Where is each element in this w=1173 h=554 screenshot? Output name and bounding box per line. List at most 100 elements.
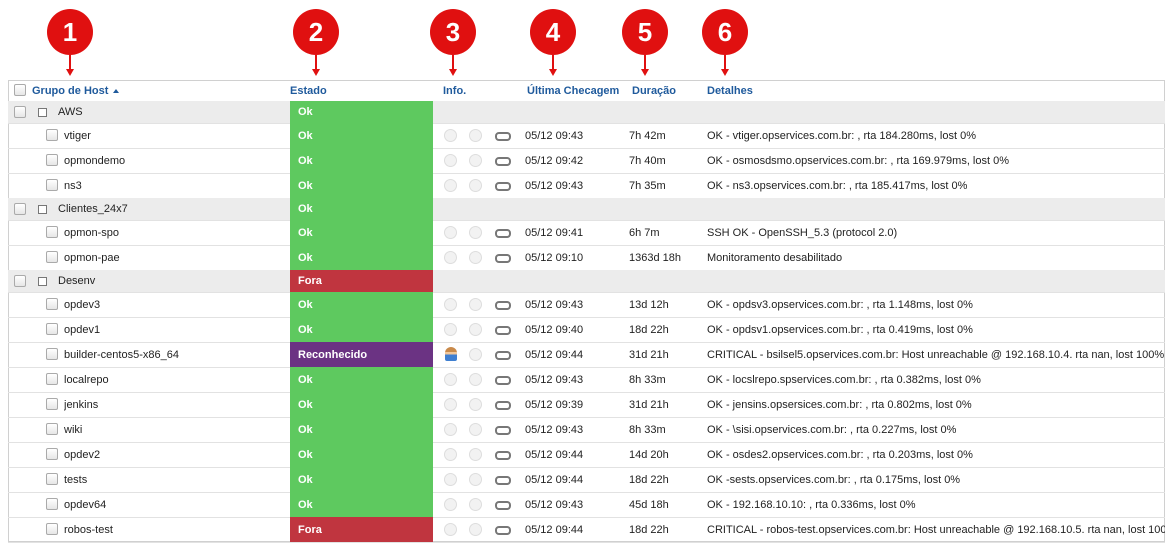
link-icon[interactable]: [495, 376, 511, 385]
host-checkbox[interactable]: [46, 373, 58, 385]
column-header-label[interactable]: Detalhes: [707, 84, 753, 97]
header-row: Grupo de Host Estado Info. Última Checagem D…: [8, 80, 1165, 102]
link-icon[interactable]: [495, 476, 511, 485]
collapse-toggle[interactable]: [38, 108, 47, 117]
link-icon[interactable]: [495, 451, 511, 460]
host-name[interactable]: opmon-pae: [64, 251, 120, 264]
group-checkbox[interactable]: [14, 106, 26, 118]
column-header[interactable]: Última Checagem: [527, 80, 625, 101]
host-name[interactable]: localrepo: [64, 373, 109, 386]
column-header[interactable]: Grupo de Host: [32, 80, 290, 101]
group-checkbox[interactable]: [14, 203, 26, 215]
column-header-label[interactable]: Duração: [632, 84, 677, 97]
host-state: Ok: [290, 467, 433, 492]
host-checkbox[interactable]: [46, 129, 58, 141]
clock-icon: [444, 298, 457, 311]
host-checkbox[interactable]: [46, 398, 58, 410]
host-name[interactable]: jenkins: [64, 398, 99, 411]
host-name[interactable]: opdev1: [64, 323, 101, 336]
group-checkbox[interactable]: [14, 275, 26, 287]
state-label: Fora: [298, 275, 322, 287]
last-check: 05/12 09:42: [525, 154, 584, 167]
host-checkbox[interactable]: [46, 154, 58, 166]
host-checkbox[interactable]: [46, 423, 58, 435]
host-checkbox[interactable]: [46, 448, 58, 460]
group-name[interactable]: Desenv: [58, 275, 96, 287]
host-row: vtiger Ok 05/12 09:43 7h 42m OK - vtiger.ops…: [8, 123, 1165, 149]
details: OK - jensins.opsersices.com.br: , rta 0.…: [707, 398, 972, 411]
link-icon[interactable]: [495, 401, 511, 410]
host-name[interactable]: opdev3: [64, 298, 101, 311]
link-icon[interactable]: [495, 157, 511, 166]
marker-arrows: [66, 55, 729, 76]
link-icon[interactable]: [495, 254, 511, 263]
arrow-head: [549, 69, 557, 76]
link-icon[interactable]: [495, 526, 511, 535]
last-check: 05/12 09:10: [525, 251, 584, 264]
clock-icon: [444, 251, 457, 264]
host-checkbox[interactable]: [46, 323, 58, 335]
group-state: Fora: [290, 270, 433, 292]
column-header[interactable]: Info.: [443, 80, 520, 101]
host-checkbox[interactable]: [46, 473, 58, 485]
host-name[interactable]: ns3: [64, 179, 82, 192]
column-header-label[interactable]: Grupo de Host: [32, 84, 109, 97]
link-icon[interactable]: [495, 426, 511, 435]
host-name[interactable]: opmondemo: [64, 154, 126, 167]
column-header[interactable]: Estado: [290, 80, 433, 101]
host-checkbox[interactable]: [46, 348, 58, 360]
link-icon[interactable]: [495, 132, 511, 141]
arrow-head: [449, 69, 457, 76]
info-icon: [469, 226, 482, 239]
state-label: Ok: [298, 251, 313, 264]
last-check: 05/12 09:44: [525, 473, 584, 486]
host-state: Ok: [290, 292, 433, 317]
last-check: 05/12 09:44: [525, 523, 584, 536]
step-marker: 2: [293, 9, 339, 55]
collapse-toggle[interactable]: [38, 205, 47, 214]
host-name[interactable]: tests: [64, 473, 88, 486]
group-name[interactable]: AWS: [58, 106, 83, 118]
column-header-label[interactable]: Info.: [443, 84, 467, 97]
link-icon[interactable]: [495, 501, 511, 510]
duration: 14d 20h: [629, 448, 669, 461]
host-name[interactable]: opmon-spo: [64, 226, 120, 239]
state-label: Ok: [298, 298, 313, 311]
column-header[interactable]: Detalhes: [707, 80, 1165, 101]
host-state: Fora: [290, 517, 433, 542]
link-icon[interactable]: [495, 326, 511, 335]
host-row: localrepo Ok 05/12 09:43 8h 33m OK - locslre…: [8, 367, 1165, 393]
host-name[interactable]: robos-test: [64, 523, 113, 536]
link-icon[interactable]: [495, 229, 511, 238]
host-name[interactable]: opdev64: [64, 498, 107, 511]
host-state: Ok: [290, 123, 433, 148]
select-all-checkbox[interactable]: [14, 84, 26, 96]
state-label: Ok: [298, 179, 313, 192]
host-checkbox[interactable]: [46, 298, 58, 310]
column-header-label[interactable]: Última Checagem: [527, 84, 620, 97]
group-name[interactable]: Clientes_24x7: [58, 203, 128, 215]
last-check: 05/12 09:41: [525, 226, 584, 239]
host-checkbox[interactable]: [46, 251, 58, 263]
last-check: 05/12 09:39: [525, 398, 584, 411]
host-name[interactable]: builder-centos5-x86_64: [64, 348, 179, 361]
host-name[interactable]: vtiger: [64, 129, 91, 142]
host-name[interactable]: wiki: [64, 423, 83, 436]
host-checkbox[interactable]: [46, 523, 58, 535]
info-icon: [469, 473, 482, 486]
column-header-label[interactable]: Estado: [290, 84, 327, 97]
host-checkbox[interactable]: [46, 179, 58, 191]
host-checkbox[interactable]: [46, 226, 58, 238]
state-label: Ok: [298, 498, 313, 511]
link-icon[interactable]: [495, 182, 511, 191]
host-checkbox[interactable]: [46, 498, 58, 510]
column-header[interactable]: Duração: [632, 80, 703, 101]
host-name[interactable]: opdev2: [64, 448, 101, 461]
collapse-toggle[interactable]: [38, 277, 47, 286]
state-label: Ok: [298, 423, 313, 436]
link-icon[interactable]: [495, 351, 511, 360]
link-icon[interactable]: [495, 301, 511, 310]
details: OK -sests.opservices.com.br: , rta 0.175…: [707, 473, 961, 486]
clock-icon: [444, 498, 457, 511]
